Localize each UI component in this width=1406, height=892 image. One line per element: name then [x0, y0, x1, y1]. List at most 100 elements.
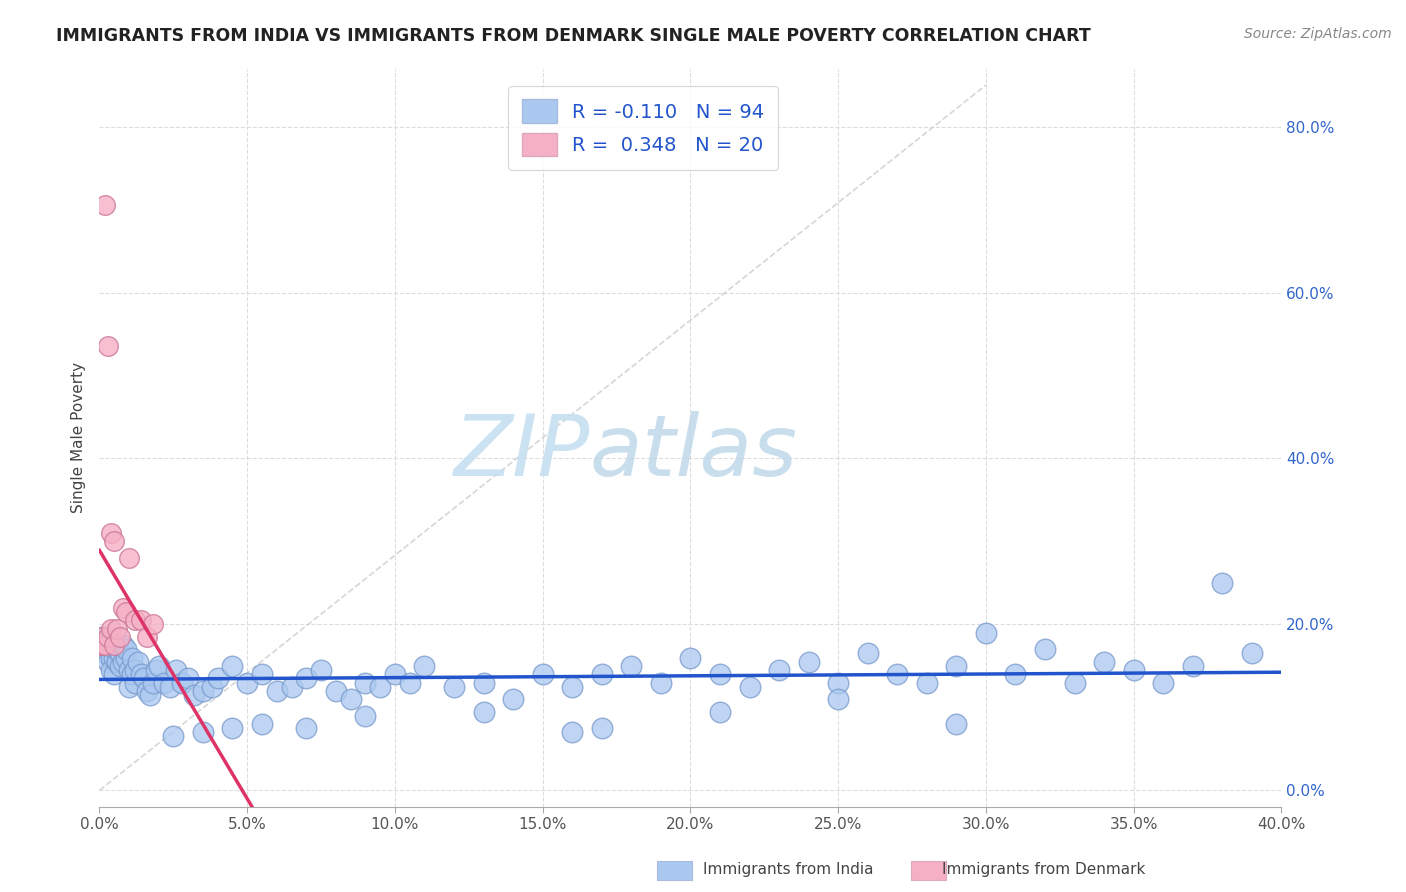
- Point: [97, 339, 120, 353]
- Point: [165, 663, 187, 677]
- Y-axis label: Single Male Poverty: Single Male Poverty: [72, 362, 86, 513]
- Point: [398, 675, 420, 690]
- Point: [135, 630, 157, 644]
- Point: [856, 647, 879, 661]
- Point: [132, 672, 155, 686]
- Point: [915, 675, 938, 690]
- Point: [118, 551, 141, 566]
- Point: [650, 675, 672, 690]
- Point: [945, 717, 967, 731]
- Point: [591, 667, 613, 681]
- Point: [1092, 655, 1115, 669]
- Point: [103, 638, 125, 652]
- Legend: R = -0.110   N = 94, R =  0.348   N = 20: R = -0.110 N = 94, R = 0.348 N = 20: [508, 86, 778, 170]
- Point: [531, 667, 554, 681]
- Point: [221, 721, 243, 735]
- Point: [679, 650, 702, 665]
- Point: [129, 613, 152, 627]
- Point: [339, 692, 361, 706]
- Point: [105, 622, 128, 636]
- Point: [1152, 675, 1174, 690]
- Text: ZIP: ZIP: [454, 411, 591, 494]
- Point: [945, 659, 967, 673]
- Point: [201, 680, 224, 694]
- Point: [827, 675, 849, 690]
- Point: [1240, 647, 1263, 661]
- Point: [112, 638, 135, 652]
- Point: [112, 655, 135, 669]
- Point: [97, 630, 120, 644]
- Text: IMMIGRANTS FROM INDIA VS IMMIGRANTS FROM DENMARK SINGLE MALE POVERTY CORRELATION: IMMIGRANTS FROM INDIA VS IMMIGRANTS FROM…: [56, 27, 1091, 45]
- Point: [135, 683, 157, 698]
- Point: [886, 667, 908, 681]
- Point: [148, 659, 170, 673]
- Point: [124, 613, 146, 627]
- Point: [100, 650, 122, 665]
- Point: [153, 675, 176, 690]
- Point: [974, 625, 997, 640]
- Point: [280, 680, 302, 694]
- Point: [91, 630, 114, 644]
- Point: [142, 617, 165, 632]
- Point: [108, 647, 131, 661]
- Point: [90, 638, 112, 652]
- Point: [103, 650, 125, 665]
- Point: [1063, 675, 1085, 690]
- Point: [207, 672, 229, 686]
- Point: [162, 730, 184, 744]
- Point: [236, 675, 259, 690]
- Point: [325, 683, 347, 698]
- Text: atlas: atlas: [591, 411, 799, 494]
- Point: [709, 667, 731, 681]
- Point: [266, 683, 288, 698]
- Point: [145, 663, 167, 677]
- Point: [709, 705, 731, 719]
- Point: [118, 680, 141, 694]
- Point: [1033, 642, 1056, 657]
- Point: [142, 675, 165, 690]
- Point: [94, 198, 117, 212]
- Point: [443, 680, 465, 694]
- Point: [1211, 576, 1233, 591]
- Point: [124, 663, 146, 677]
- Point: [115, 605, 138, 619]
- Point: [502, 692, 524, 706]
- Point: [561, 680, 583, 694]
- Point: [413, 659, 436, 673]
- Point: [354, 675, 377, 690]
- Point: [221, 659, 243, 673]
- Point: [768, 663, 790, 677]
- Point: [100, 526, 122, 541]
- Point: [127, 655, 149, 669]
- Point: [1004, 667, 1026, 681]
- Point: [105, 655, 128, 669]
- Point: [384, 667, 406, 681]
- Point: [159, 680, 181, 694]
- Point: [295, 672, 318, 686]
- Point: [121, 667, 143, 681]
- Point: [472, 675, 495, 690]
- Point: [100, 663, 122, 677]
- Point: [354, 708, 377, 723]
- Point: [115, 642, 138, 657]
- Point: [97, 638, 120, 652]
- Point: [250, 667, 273, 681]
- Point: [827, 692, 849, 706]
- Point: [172, 675, 194, 690]
- Point: [591, 721, 613, 735]
- Point: [94, 638, 117, 652]
- Point: [124, 675, 146, 690]
- Point: [472, 705, 495, 719]
- Point: [91, 638, 114, 652]
- Point: [129, 667, 152, 681]
- Point: [108, 659, 131, 673]
- Text: Source: ZipAtlas.com: Source: ZipAtlas.com: [1244, 27, 1392, 41]
- Point: [368, 680, 391, 694]
- Point: [100, 622, 122, 636]
- Point: [121, 650, 143, 665]
- Point: [191, 683, 214, 698]
- Point: [797, 655, 820, 669]
- Point: [103, 642, 125, 657]
- Point: [118, 663, 141, 677]
- Point: [108, 630, 131, 644]
